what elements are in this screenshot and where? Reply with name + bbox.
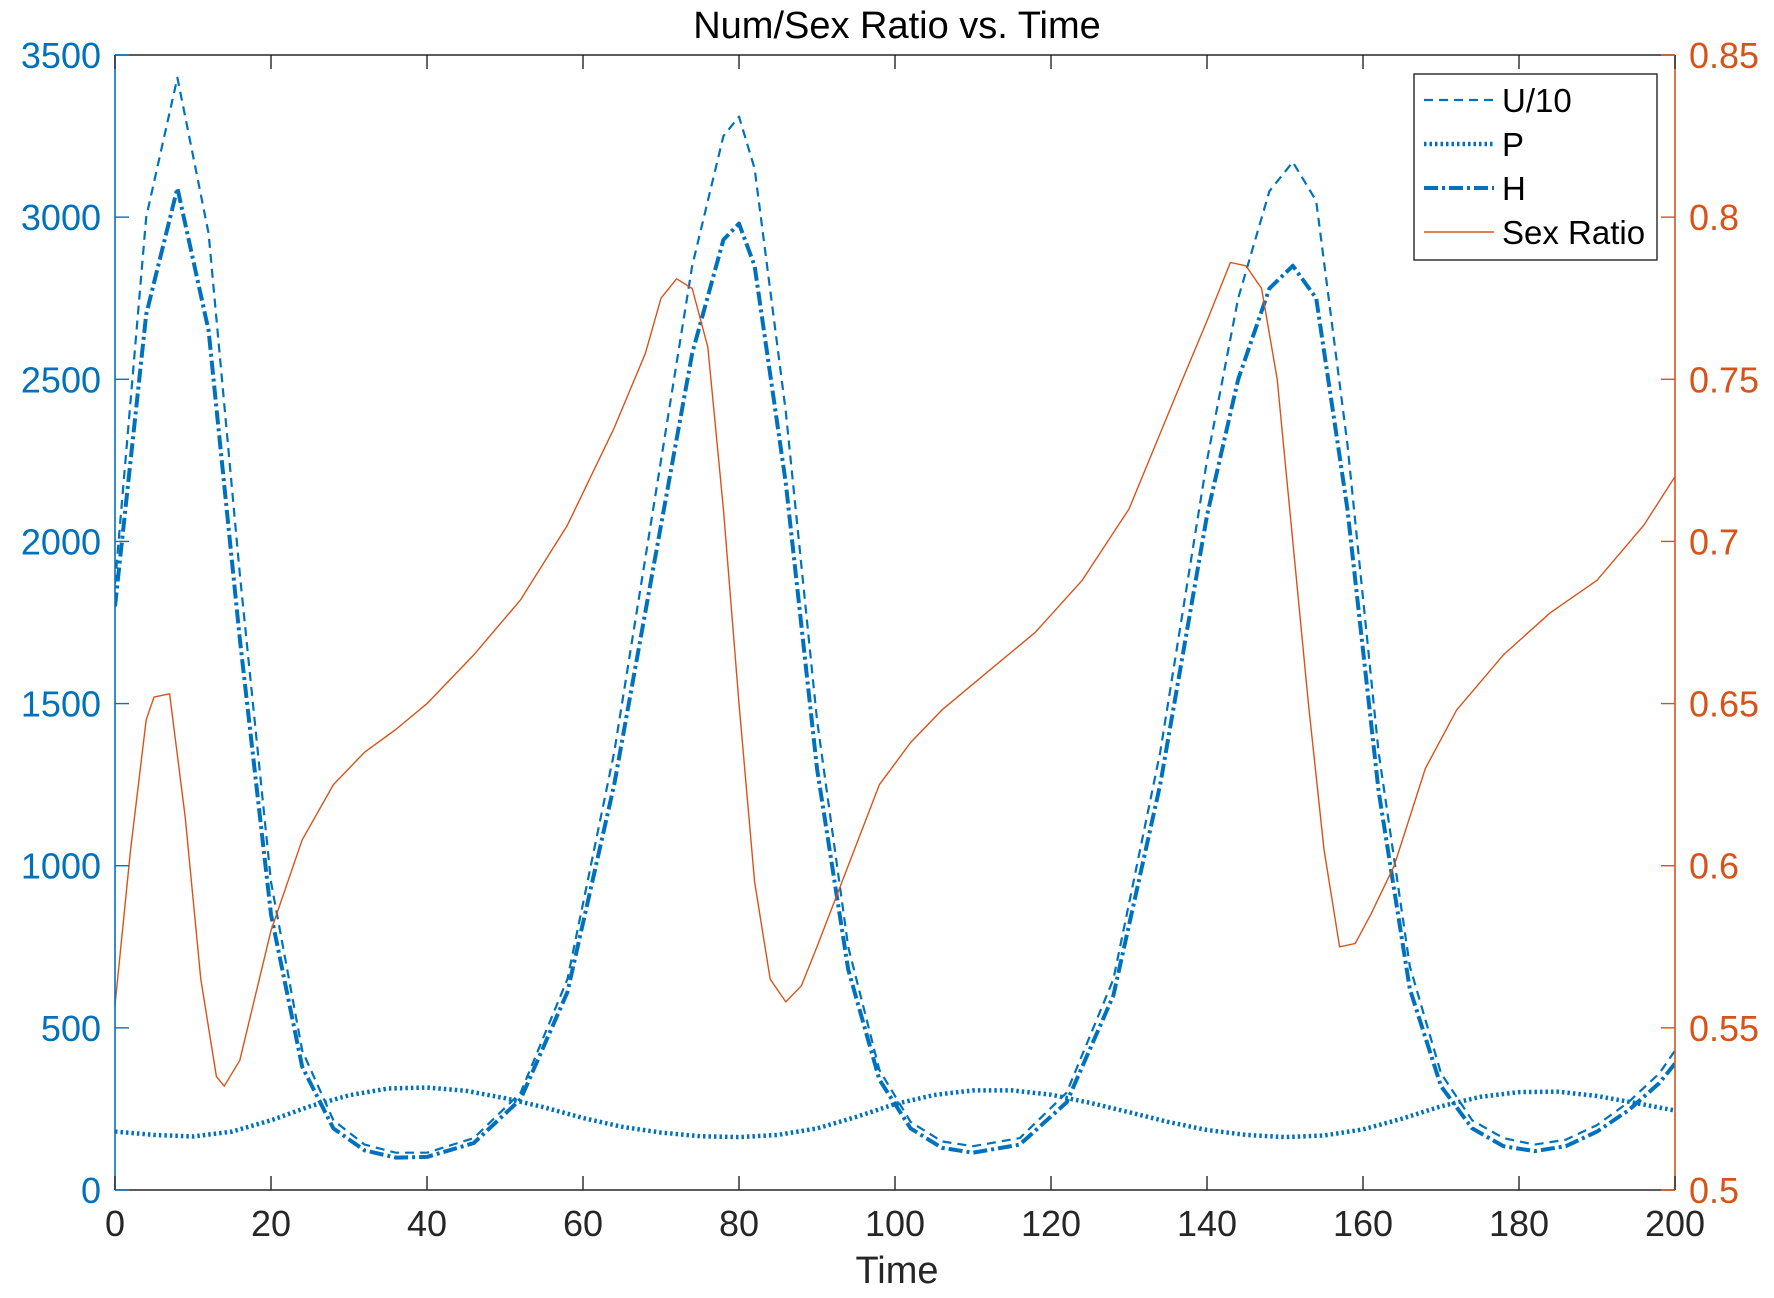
y-left-tick-label: 0 [81,1170,101,1211]
legend-label: P [1502,126,1524,163]
x-tick-label: 180 [1489,1203,1549,1244]
y-right-tick-label: 0.65 [1689,684,1759,725]
x-tick-label: 120 [1021,1203,1081,1244]
y-right-tick-label: 0.5 [1689,1170,1739,1211]
y-right-tick-label: 0.8 [1689,197,1739,238]
legend-box [1413,73,1658,261]
y-right-tick-label: 0.55 [1689,1008,1759,1049]
y-left-tick-label: 500 [41,1008,101,1049]
y-left-tick-label: 3500 [21,35,101,76]
x-tick-label: 140 [1177,1203,1237,1244]
x-axis-label: Time [855,1250,938,1292]
x-tick-label: 20 [251,1203,291,1244]
x-tick-label: 160 [1333,1203,1393,1244]
axes: 0 20 40 60 80 100 120 140 160 180 2000500100015002… [21,35,1759,1244]
y-right-tick-label: 0.85 [1689,35,1759,76]
x-tick-label: 100 [865,1203,925,1244]
y-left-tick-label: 2500 [21,359,101,400]
series-line-p [115,1085,1675,1140]
series-line-h [115,186,1675,1160]
x-tick-label: 0 [105,1203,125,1244]
x-tick-label: 80 [719,1203,759,1244]
legend: U/10 PH Sex Ratio [1413,73,1658,261]
chart-title: Num/Sex Ratio vs. Time [693,5,1101,47]
y-right-tick-label: 0.6 [1689,846,1739,887]
y-left-tick-label: 3000 [21,197,101,238]
y-right-tick-label: 0.7 [1689,521,1739,562]
legend-label: H [1502,170,1526,207]
y-left-tick-label: 2000 [21,521,101,562]
plot-area [115,76,1675,1160]
legend-label: U/10 [1502,82,1572,119]
series-line-sex-ratio [115,261,1675,1087]
legend-label: Sex Ratio [1502,214,1645,251]
x-tick-label: 200 [1645,1203,1705,1244]
series-line-u-10 [115,76,1675,1154]
y-left-tick-label: 1500 [21,684,101,725]
x-tick-label: 40 [407,1203,447,1244]
y-left-tick-label: 1000 [21,846,101,887]
y-right-tick-label: 0.75 [1689,359,1759,400]
x-tick-label: 60 [563,1203,603,1244]
